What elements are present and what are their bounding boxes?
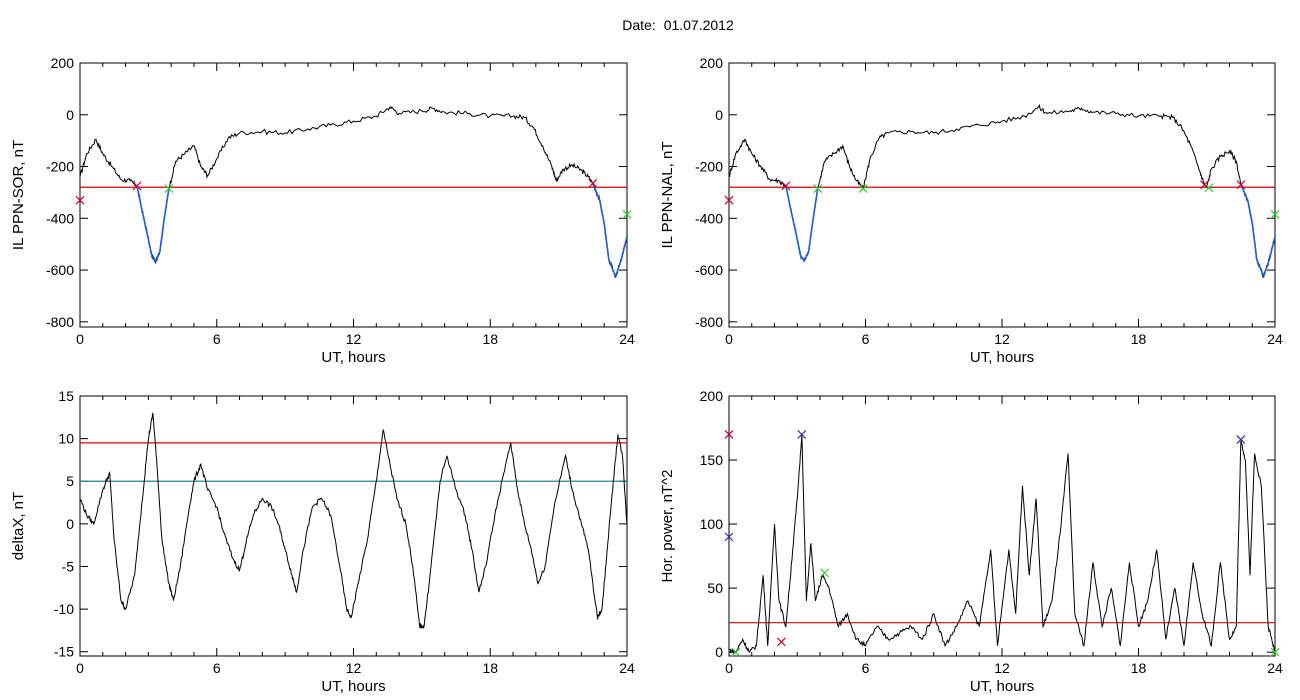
y-tick-label: 10 (58, 431, 74, 447)
series-trace (80, 105, 627, 278)
y-axis-title: IL PPN-SOR, nT (10, 140, 27, 250)
y-tick-label: -400 (46, 210, 74, 226)
event-marker (724, 429, 734, 439)
event-marker (724, 195, 734, 205)
y-tick-label: 0 (715, 644, 723, 660)
plot-area (729, 103, 1275, 279)
x-tick-label: 12 (346, 660, 362, 676)
series-trace (729, 434, 1275, 654)
y-tick-label: 5 (66, 473, 74, 489)
x-tick-label: 18 (482, 660, 498, 676)
event-marker (75, 195, 85, 205)
event-marker (622, 209, 632, 219)
plot-area (729, 434, 1275, 654)
y-axis-title: IL PPN-NAL, nT (659, 142, 676, 249)
y-tick-label: 200 (700, 55, 724, 71)
x-tick-label: 12 (346, 331, 362, 347)
x-tick-label: 6 (213, 331, 221, 347)
substorm-segment (1240, 184, 1275, 279)
panel-il-sor: 0 6 12 18 24 -800 -600 -400 -200 0 200 UT, hours IL … (10, 55, 635, 366)
event-marker (781, 181, 791, 191)
plot-frame (79, 62, 628, 328)
event-marker (1200, 180, 1209, 190)
plot-frame (79, 395, 628, 657)
x-axis-title: UT, hours (321, 678, 385, 695)
x-tick-label: 6 (862, 660, 870, 676)
y-tick-label: -800 (46, 314, 74, 330)
plot-area (80, 105, 627, 279)
event-marker (820, 568, 829, 578)
y-tick-label: 0 (715, 107, 723, 123)
x-axis-title: UT, hours (321, 349, 385, 366)
substorm-segment (592, 183, 627, 279)
y-tick-label: -800 (695, 314, 723, 330)
event-marker (1204, 183, 1214, 193)
y-tick-label: 0 (66, 107, 74, 123)
y-tick-label: -600 (46, 262, 74, 278)
x-axis-title: UT, hours (970, 349, 1034, 366)
y-tick-label: -200 (695, 159, 723, 175)
x-tick-label: 18 (1131, 331, 1147, 347)
x-tick-label: 18 (482, 331, 498, 347)
date-value: 01.07.2012 (663, 17, 734, 33)
x-tick-label: 12 (994, 660, 1010, 676)
x-tick-label: 24 (619, 660, 635, 676)
y-tick-label: -5 (62, 558, 75, 574)
substorm-segment (136, 185, 170, 263)
y-axis-title: deltaX, nT (10, 492, 27, 560)
series-trace (729, 103, 1275, 278)
plot-frame (728, 395, 1276, 657)
y-tick-label: 200 (51, 55, 75, 71)
y-tick-label: -200 (46, 159, 74, 175)
x-tick-label: 24 (619, 331, 635, 347)
event-marker (588, 178, 598, 188)
x-tick-label: 0 (76, 331, 84, 347)
plot-frame (728, 62, 1276, 328)
x-tick-label: 0 (76, 660, 84, 676)
y-axis-title: Hor. power, nT^2 (659, 470, 676, 583)
page-title: Date: 01.07.2012 (0, 17, 1300, 33)
y-tick-label: -10 (54, 601, 74, 617)
x-tick-label: 0 (725, 331, 733, 347)
event-marker (1236, 435, 1246, 444)
y-tick-label: -15 (54, 644, 74, 660)
event-marker (858, 184, 868, 193)
event-marker (776, 637, 786, 647)
event-marker (132, 181, 142, 191)
plot-area (80, 412, 627, 629)
y-tick-label: 150 (700, 452, 724, 468)
x-tick-label: 18 (1131, 660, 1147, 676)
x-tick-label: 12 (994, 331, 1010, 347)
y-tick-label: 50 (707, 580, 723, 596)
event-marker (797, 429, 807, 439)
y-tick-label: -600 (695, 262, 723, 278)
y-tick-label: 15 (58, 388, 74, 404)
x-tick-label: 6 (862, 331, 870, 347)
event-marker (724, 532, 734, 542)
event-marker (1270, 209, 1280, 219)
y-tick-label: 0 (66, 516, 74, 532)
panel-il-nal: 0 6 12 18 24 -800 -600 -400 -200 0 200 UT, hours IL … (659, 55, 1283, 366)
event-marker (813, 184, 823, 193)
x-tick-label: 6 (213, 660, 221, 676)
y-tick-label: 200 (700, 388, 724, 404)
series-trace (80, 412, 627, 629)
panel-hor-power: 0 6 12 18 24 0 50 100 150 200 UT, hours Hor. power,… (659, 388, 1283, 695)
event-marker (1236, 180, 1246, 190)
event-marker (164, 184, 174, 193)
event-marker (1270, 647, 1280, 657)
event-marker (731, 647, 741, 657)
y-tick-label: -400 (695, 210, 723, 226)
substorm-segment (785, 185, 819, 263)
date-label: Date: (622, 17, 656, 33)
x-axis-title: UT, hours (970, 678, 1034, 695)
y-tick-label: 100 (700, 516, 724, 532)
x-tick-label: 24 (1267, 331, 1283, 347)
panel-deltax: 0 6 12 18 24 -15 -10 -5 0 5 10 15 UT, hours deltaX, n… (10, 388, 635, 695)
x-tick-label: 24 (1267, 660, 1283, 676)
x-tick-label: 0 (725, 660, 733, 676)
